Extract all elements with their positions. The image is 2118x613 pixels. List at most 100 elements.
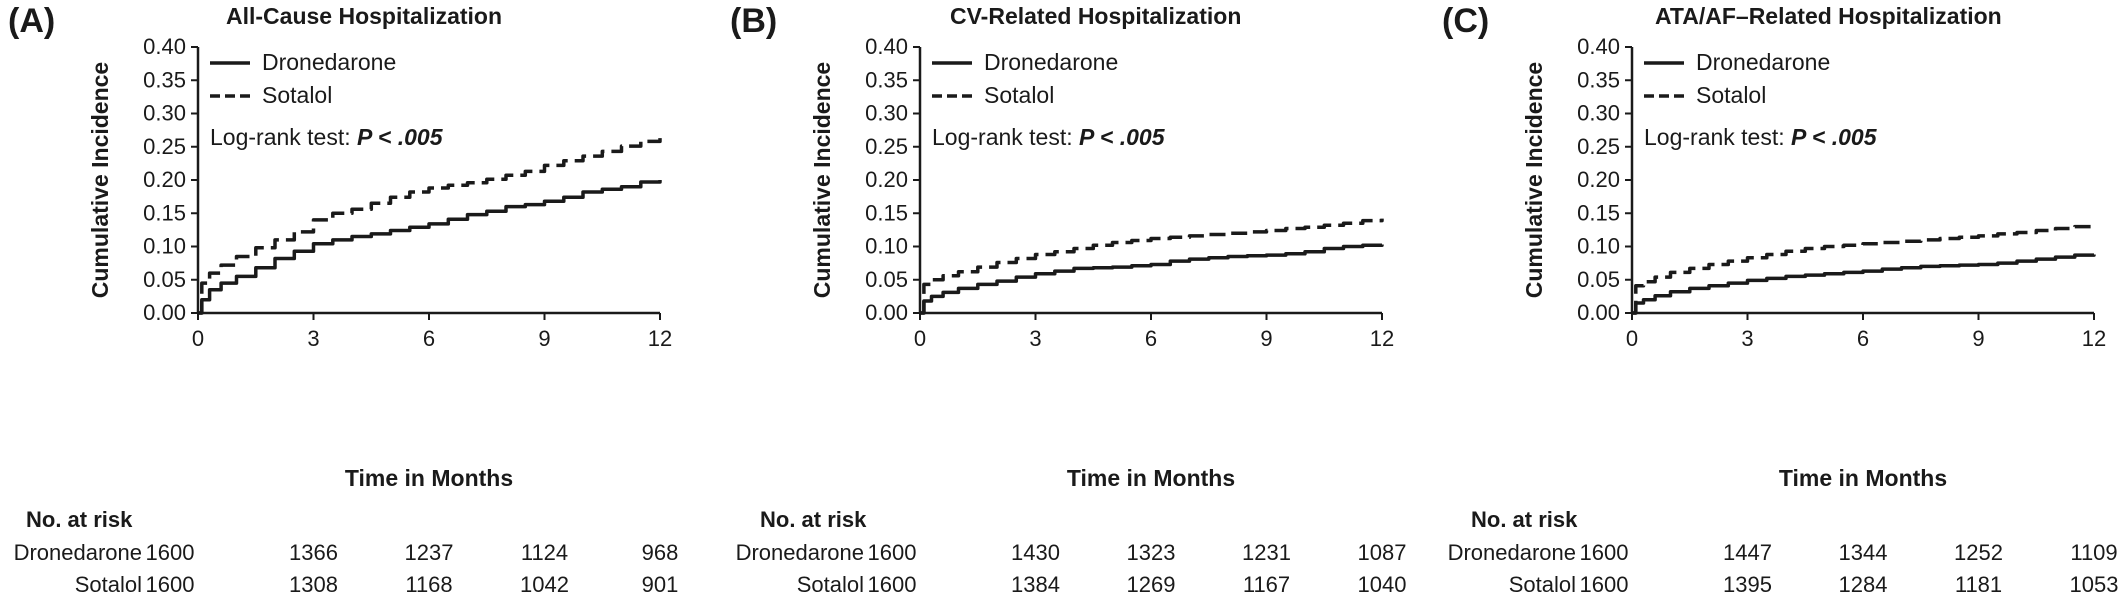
- risk-value: 968: [642, 540, 679, 565]
- legend-label-dronedarone: Dronedarone: [1696, 49, 1830, 75]
- series-dronedarone-line: [198, 180, 662, 315]
- y-tick-label: 0.10: [143, 234, 186, 259]
- risk-value: 1447: [1723, 540, 1772, 565]
- log-rank-p-value: P < .005: [1791, 124, 1878, 150]
- x-tick-label: 3: [307, 326, 319, 351]
- panel-c: (C) ATA/AF–Related Hospitalization: [1442, 2, 2002, 40]
- panel-c-title: ATA/AF–Related Hospitalization: [1655, 3, 2002, 29]
- panel-a-plot: 0.00 0.05 0.10 0.15 0.20 0.25 0.30 0.35 0.40 0 3 6 9…: [14, 34, 679, 597]
- risk-table-header: No. at risk: [760, 507, 867, 532]
- risk-value: 1087: [1358, 540, 1407, 565]
- y-axis-label: Cumulative Incidence: [1521, 62, 1547, 298]
- panel-c-plot: 0.00 0.05 0.10 0.15 0.20 0.25 0.30 0.35 0.40 0 3 6 9…: [1448, 34, 2118, 597]
- y-tick-label: 0.10: [865, 234, 908, 259]
- legend-label-dronedarone: Dronedarone: [984, 49, 1118, 75]
- log-rank-annotation: Log-rank test: P < .005: [1644, 124, 1878, 150]
- y-tick-label: 0.30: [143, 101, 186, 126]
- y-tick-label: 0.20: [143, 167, 186, 192]
- y-tick-label: 0.20: [1577, 167, 1620, 192]
- risk-value: 1109: [2070, 540, 2117, 565]
- y-tick-label: 0.00: [1577, 300, 1620, 325]
- log-rank-annotation: Log-rank test: P < .005: [210, 124, 444, 150]
- series-dronedarone-line: [920, 243, 1384, 315]
- y-tick-label: 0.35: [1577, 67, 1620, 92]
- legend-label-sotalol: Sotalol: [984, 82, 1054, 108]
- risk-value: 1252: [1954, 540, 2003, 565]
- risk-value: 1040: [1358, 572, 1407, 597]
- log-rank-prefix: Log-rank test:: [210, 124, 357, 150]
- series-sotalol-line: [1632, 224, 2096, 315]
- risk-row-label-dronedarone: Dronedarone: [736, 540, 864, 565]
- x-tick-label: 12: [2082, 326, 2106, 351]
- risk-value: 1042: [520, 572, 569, 597]
- risk-row-label-sotalol: Sotalol: [1509, 572, 1576, 597]
- risk-row-label-sotalol: Sotalol: [75, 572, 142, 597]
- y-tick-label: 0.25: [1577, 134, 1620, 159]
- risk-value: 1167: [1243, 572, 1290, 597]
- panel-a-letter: (A): [8, 2, 55, 40]
- risk-value: 1430: [1011, 540, 1060, 565]
- risk-value: 1395: [1723, 572, 1772, 597]
- x-tick-label: 3: [1029, 326, 1041, 351]
- panel-c-letter: (C): [1442, 2, 1489, 40]
- risk-value: 1366: [289, 540, 338, 565]
- risk-value: 1237: [405, 540, 454, 565]
- y-tick-label: 0.20: [865, 167, 908, 192]
- y-tick-label: 0.35: [865, 67, 908, 92]
- risk-row-label-dronedarone: Dronedarone: [1448, 540, 1576, 565]
- y-axis-label: Cumulative Incidence: [87, 62, 113, 298]
- risk-value: 901: [642, 572, 679, 597]
- panel-b-letter: (B): [730, 2, 777, 40]
- x-tick-label: 6: [1857, 326, 1869, 351]
- log-rank-annotation: Log-rank test: P < .005: [932, 124, 1166, 150]
- y-tick-label: 0.05: [1577, 267, 1620, 292]
- x-tick-label: 9: [1260, 326, 1272, 351]
- x-tick-label: 12: [648, 326, 672, 351]
- legend-label-sotalol: Sotalol: [262, 82, 332, 108]
- risk-value: 1600: [1580, 572, 1629, 597]
- log-rank-prefix: Log-rank test:: [1644, 124, 1791, 150]
- risk-value: 1600: [146, 540, 195, 565]
- log-rank-prefix: Log-rank test:: [932, 124, 1079, 150]
- risk-value: 1344: [1839, 540, 1888, 565]
- y-tick-label: 0.05: [143, 267, 186, 292]
- risk-value: 1600: [1580, 540, 1629, 565]
- y-tick-label: 0.15: [1577, 200, 1620, 225]
- series-dronedarone-line: [1632, 253, 2096, 315]
- risk-value: 1384: [1011, 572, 1060, 597]
- y-axis-label: Cumulative Incidence: [809, 62, 835, 298]
- risk-value: 1308: [289, 572, 338, 597]
- y-tick-label: 0.30: [1577, 101, 1620, 126]
- x-tick-label: 6: [423, 326, 435, 351]
- x-tick-label: 3: [1741, 326, 1753, 351]
- log-rank-p-value: P < .005: [1079, 124, 1166, 150]
- risk-value: 1600: [868, 572, 917, 597]
- y-tick-label: 0.00: [865, 300, 908, 325]
- x-axis-label: Time in Months: [345, 465, 513, 491]
- series-sotalol-line: [920, 218, 1384, 315]
- risk-table-header: No. at risk: [26, 507, 133, 532]
- risk-row-label-sotalol: Sotalol: [797, 572, 864, 597]
- legend-label-dronedarone: Dronedarone: [262, 49, 396, 75]
- x-tick-label: 0: [914, 326, 926, 351]
- risk-value: 1168: [405, 572, 452, 597]
- y-tick-label: 0.35: [143, 67, 186, 92]
- y-tick-label: 0.10: [1577, 234, 1620, 259]
- risk-value: 1231: [1242, 540, 1291, 565]
- panel-a: (A) All-Cause Hospitalization: [8, 2, 502, 40]
- x-tick-label: 6: [1145, 326, 1157, 351]
- x-tick-label: 0: [1626, 326, 1638, 351]
- x-axis-label: Time in Months: [1779, 465, 1947, 491]
- legend-label-sotalol: Sotalol: [1696, 82, 1766, 108]
- y-tick-label: 0.25: [143, 134, 186, 159]
- x-tick-label: 9: [538, 326, 550, 351]
- x-tick-label: 0: [192, 326, 204, 351]
- panel-b-plot: 0.00 0.05 0.10 0.15 0.20 0.25 0.30 0.35 0.40 0 3 6 9…: [736, 34, 1407, 597]
- panel-a-title: All-Cause Hospitalization: [226, 3, 502, 29]
- series-sotalol-line: [198, 138, 662, 315]
- y-tick-label: 0.00: [143, 300, 186, 325]
- y-tick-label: 0.40: [865, 34, 908, 59]
- y-tick-label: 0.40: [143, 34, 186, 59]
